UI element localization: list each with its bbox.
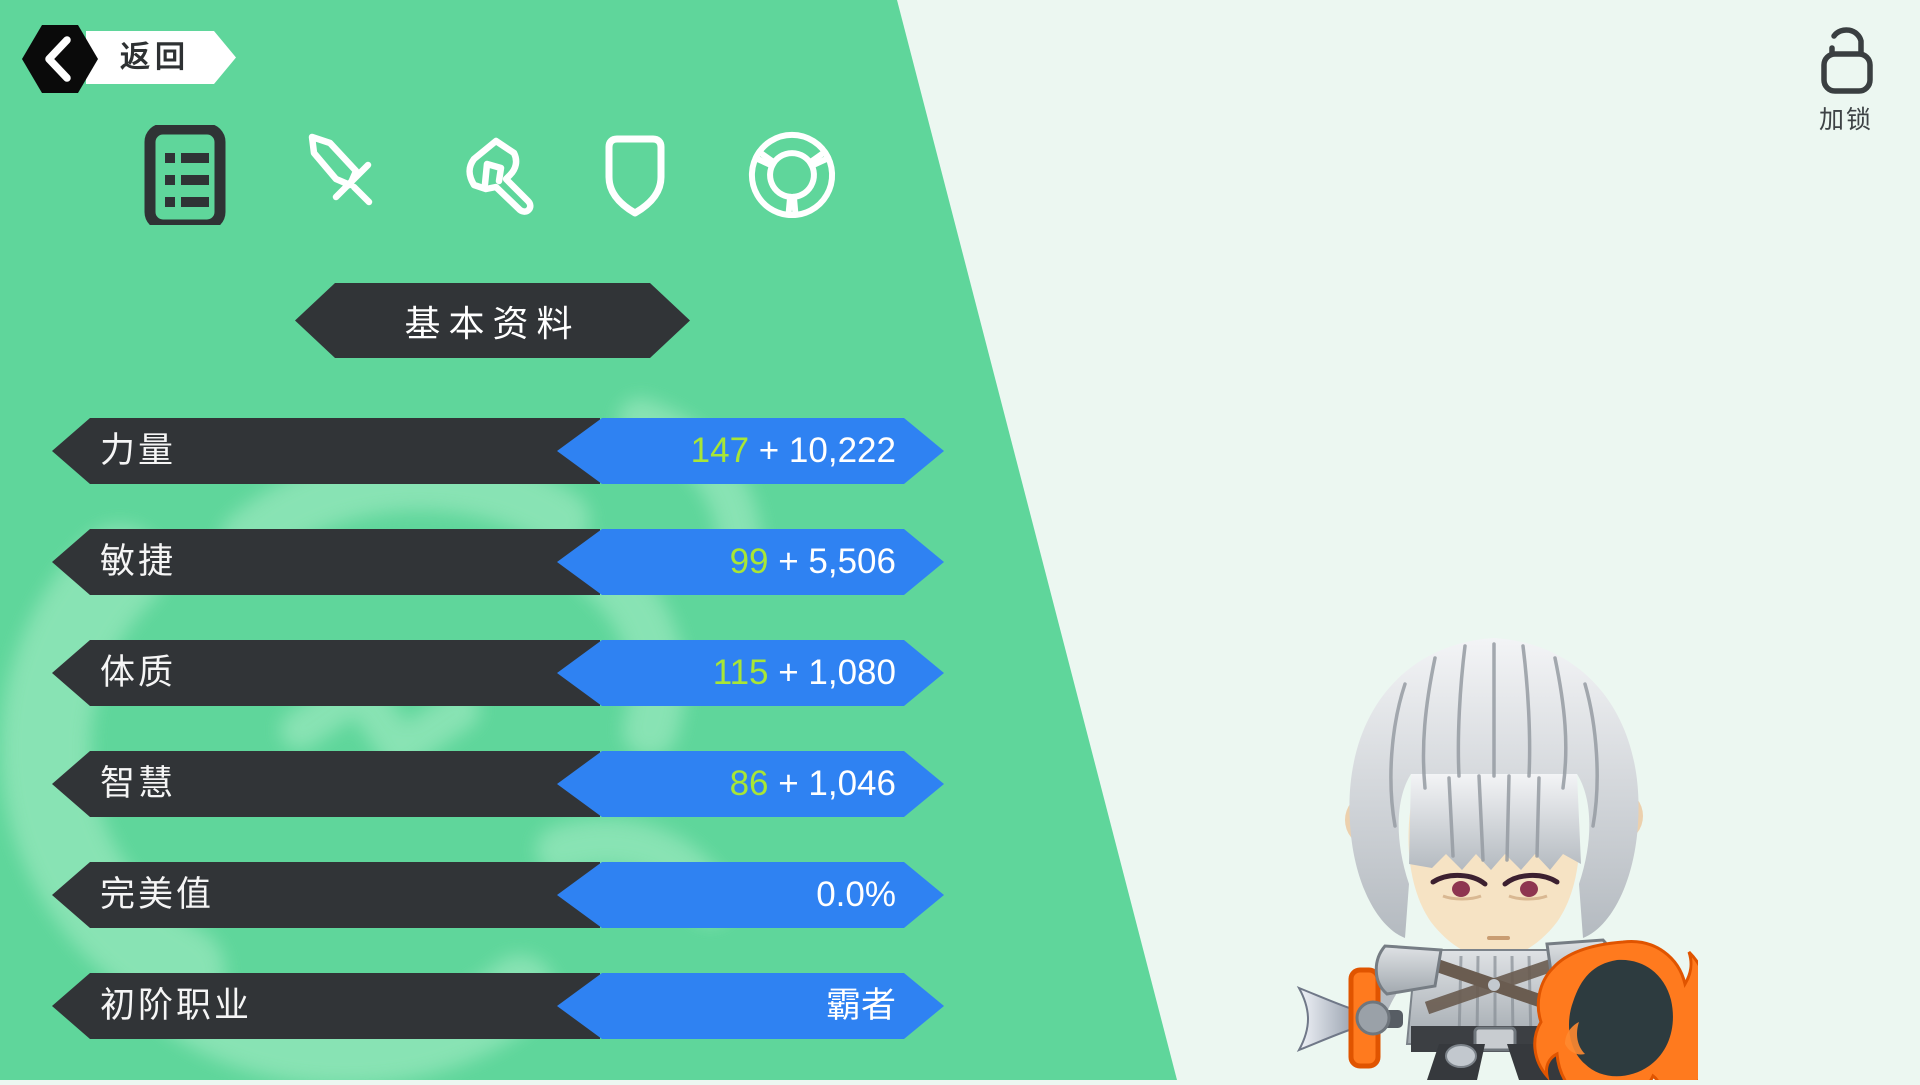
stat-label: 智慧 bbox=[100, 764, 177, 803]
stat-value-base: 147 bbox=[690, 431, 750, 470]
lock-button[interactable]: 加锁 bbox=[1790, 16, 1902, 136]
stat-row: 初阶职业 霸者 bbox=[52, 973, 944, 1039]
stat-value-base: 115 bbox=[712, 653, 769, 692]
stat-label-bar bbox=[52, 640, 600, 706]
stat-label-bar bbox=[52, 973, 600, 1039]
back-flag[interactable]: 返回 bbox=[86, 31, 236, 84]
stat-label-bar bbox=[52, 529, 600, 595]
section-banner: 基本资料 bbox=[295, 283, 690, 358]
stat-label: 敏捷 bbox=[100, 542, 177, 581]
stat-value-base: 99 bbox=[729, 542, 769, 581]
stat-label-bar bbox=[52, 418, 600, 484]
sword-icon bbox=[308, 133, 373, 206]
stat-label: 初阶职业 bbox=[100, 986, 253, 1025]
stat-value-bar: 86 + 1,046 bbox=[557, 751, 944, 817]
stat-label: 完美值 bbox=[100, 875, 215, 914]
stat-row: 体质 115 + 1,080 bbox=[52, 640, 944, 706]
stat-row: 力量 147 + 10,222 bbox=[52, 418, 944, 484]
stat-value-bar: 霸者 bbox=[557, 973, 944, 1039]
tab-tool[interactable] bbox=[442, 125, 542, 225]
stat-label-bar bbox=[52, 862, 600, 928]
stat-label-bar bbox=[52, 751, 600, 817]
lock-label: 加锁 bbox=[1818, 106, 1873, 134]
stat-value-bonus: + 10,222 bbox=[749, 431, 896, 470]
shield-icon bbox=[605, 135, 665, 217]
stat-label: 体质 bbox=[100, 653, 177, 692]
tab-basic-info[interactable] bbox=[135, 125, 235, 225]
stat-value-bonus: + 1,080 bbox=[768, 653, 896, 692]
stat-value-base: 86 bbox=[729, 764, 769, 803]
tab-accessory[interactable] bbox=[742, 125, 842, 225]
stat-value-bar: 99 + 5,506 bbox=[557, 529, 944, 595]
stat-value-bonus: + 5,506 bbox=[768, 542, 896, 581]
chevron-left-icon bbox=[22, 25, 98, 93]
stat-value-bonus: + 1,046 bbox=[768, 764, 896, 803]
stat-value-bar: 0.0% bbox=[557, 862, 944, 928]
stats-panel: 力量 147 + 10,222 敏捷 99 + 5,506 体质 115 + 1… bbox=[52, 418, 944, 1084]
ring-icon bbox=[748, 131, 836, 219]
stat-label: 力量 bbox=[100, 431, 177, 470]
stat-value-bonus: 霸者 bbox=[825, 986, 896, 1025]
wrench-icon bbox=[466, 137, 534, 215]
stat-row: 完美值 0.0% bbox=[52, 862, 944, 928]
back-label: 返回 bbox=[120, 41, 190, 74]
stat-row: 智慧 86 + 1,046 bbox=[52, 751, 944, 817]
list-icon bbox=[144, 125, 226, 225]
stat-value-bar: 115 + 1,080 bbox=[557, 640, 944, 706]
stat-value-bonus: 0.0% bbox=[816, 875, 896, 914]
stat-row: 敏捷 99 + 5,506 bbox=[52, 529, 944, 595]
stats-list: 力量 147 + 10,222 敏捷 99 + 5,506 体质 115 + 1… bbox=[52, 418, 944, 1039]
stat-value-bar: 147 + 10,222 bbox=[557, 418, 944, 484]
knight-character bbox=[1296, 638, 1715, 1085]
unlocked-padlock-icon bbox=[1821, 27, 1873, 94]
section-title: 基本资料 bbox=[404, 302, 581, 344]
tab-armor[interactable] bbox=[585, 125, 685, 225]
character-model-viewport[interactable] bbox=[1293, 626, 1715, 1085]
tab-weapon[interactable] bbox=[290, 125, 390, 225]
